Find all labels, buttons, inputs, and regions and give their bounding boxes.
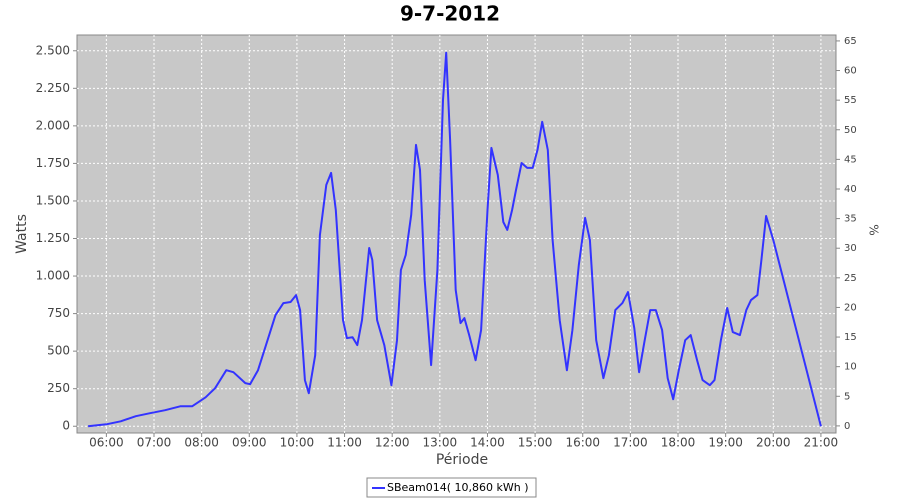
y2-tick-label: 65 bbox=[844, 36, 857, 47]
x-tick-label: 11:00 bbox=[327, 436, 362, 450]
y2-tick-label: 15 bbox=[844, 332, 857, 343]
y2-tick-label: 25 bbox=[844, 273, 857, 284]
y-tick-label: 500 bbox=[47, 344, 70, 358]
x-tick-label: 12:00 bbox=[375, 436, 410, 450]
y2-tick-label: 0 bbox=[844, 421, 850, 432]
x-tick-label: 15:00 bbox=[518, 436, 553, 450]
y-tick-label: 2.250 bbox=[36, 81, 70, 95]
y-axis-title: Watts bbox=[14, 214, 30, 254]
y2-tick-label: 35 bbox=[844, 214, 857, 225]
y2-tick-label: 20 bbox=[844, 302, 857, 313]
y2-tick-label: 40 bbox=[844, 184, 857, 195]
x-tick-label: 10:00 bbox=[280, 436, 315, 450]
y-tick-label: 1.750 bbox=[36, 156, 70, 170]
y-tick-label: 1.250 bbox=[36, 231, 70, 245]
x-axis-title: Période bbox=[436, 452, 488, 468]
y2-tick-label: 60 bbox=[844, 66, 857, 77]
y-tick-label: 0 bbox=[62, 419, 70, 433]
x-tick-label: 14:00 bbox=[470, 436, 505, 450]
y-tick-label: 2.000 bbox=[36, 118, 70, 132]
y2-tick-label: 30 bbox=[844, 243, 857, 254]
data-line bbox=[87, 51, 822, 428]
x-tick-label: 13:00 bbox=[423, 436, 458, 450]
x-tick-label: 20:00 bbox=[756, 436, 791, 450]
y2-tick-label: 5 bbox=[844, 391, 850, 402]
y2-tick-label: 50 bbox=[844, 125, 857, 136]
y-tick-label: 2.500 bbox=[36, 43, 70, 57]
y2-tick-label: 10 bbox=[844, 362, 857, 373]
y-tick-label: 250 bbox=[47, 381, 70, 395]
y-tick-label: 1.500 bbox=[36, 193, 70, 207]
chart-title: 9-7-2012 bbox=[400, 2, 500, 26]
x-tick-label: 17:00 bbox=[613, 436, 648, 450]
y2-axis-title: % bbox=[867, 224, 881, 235]
x-tick-label: 18:00 bbox=[661, 436, 696, 450]
x-tick-label: 09:00 bbox=[232, 436, 267, 450]
x-tick-label: 07:00 bbox=[137, 436, 172, 450]
x-tick-label: 16:00 bbox=[565, 436, 600, 450]
y2-tick-label: 45 bbox=[844, 154, 857, 165]
legend-label: SBeam014( 10,860 kWh ) bbox=[387, 481, 529, 494]
x-tick-label: 08:00 bbox=[184, 436, 219, 450]
plot-area bbox=[76, 34, 837, 434]
y-tick-label: 750 bbox=[47, 306, 70, 320]
y2-tick-label: 55 bbox=[844, 95, 857, 106]
x-tick-label: 19:00 bbox=[708, 436, 743, 450]
legend bbox=[366, 477, 537, 498]
x-tick-label: 21:00 bbox=[804, 436, 839, 450]
y-tick-label: 1.000 bbox=[36, 269, 70, 283]
x-tick-label: 06:00 bbox=[89, 436, 124, 450]
